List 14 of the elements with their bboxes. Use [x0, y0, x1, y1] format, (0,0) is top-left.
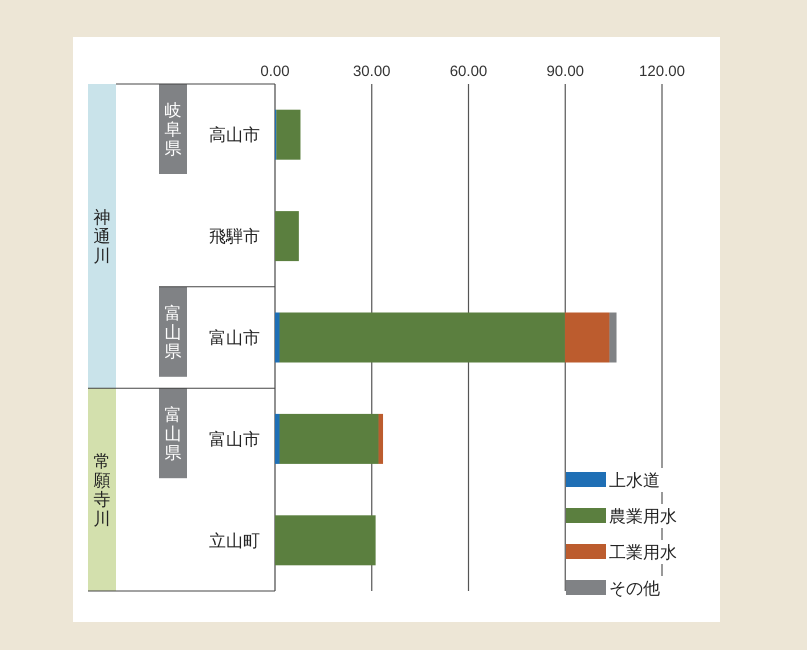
x-tick-label: 0.00 — [260, 63, 290, 80]
legend-label: その他 — [609, 579, 660, 598]
y-tick-label: 飛騨市 — [209, 227, 260, 246]
y-tick-label: 富山市 — [209, 328, 260, 348]
y-tick-label: 富山市 — [209, 430, 260, 449]
x-tick-label: 120.00 — [639, 63, 685, 80]
y-tick-label: 立山町 — [209, 531, 260, 550]
y-tick-label: 高山市 — [209, 126, 260, 145]
legend-label: 農業用水 — [609, 507, 677, 526]
legend-label: 工業用水 — [609, 543, 677, 562]
x-tick-label: 30.00 — [352, 63, 391, 80]
x-tick-label: 60.00 — [450, 63, 488, 80]
legend-label: 上水道 — [609, 471, 660, 490]
x-tick-label: 90.00 — [546, 63, 584, 80]
